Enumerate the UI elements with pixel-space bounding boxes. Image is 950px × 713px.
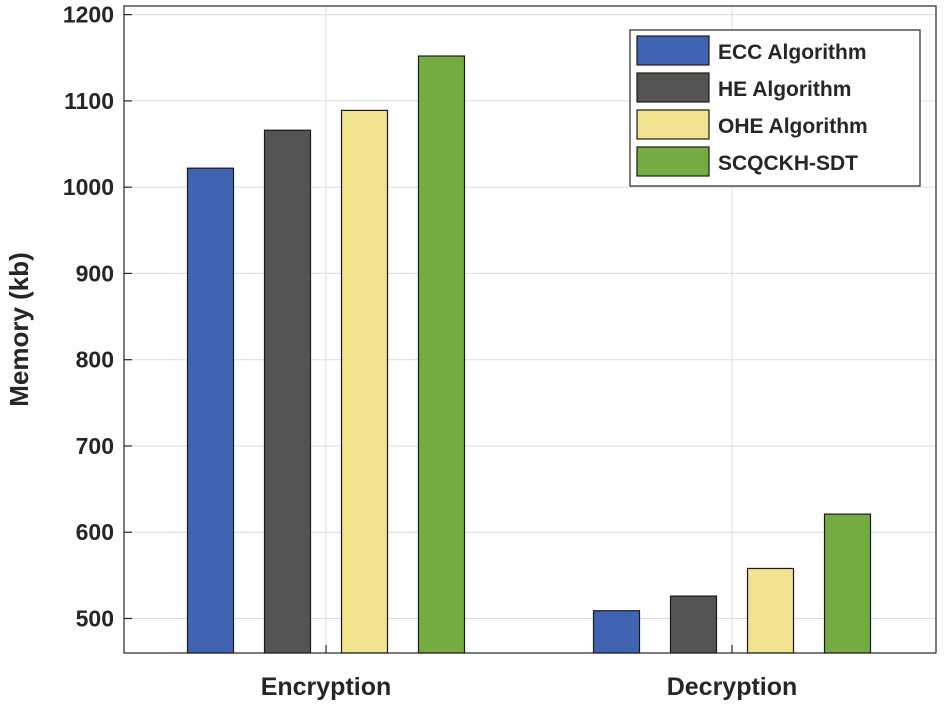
- bar-decryption-0: [592, 610, 641, 654]
- bar-decryption-1: [669, 595, 718, 654]
- y-tick-label: 600: [76, 519, 114, 545]
- legend-label: ECC Algorithm: [718, 41, 867, 64]
- bar-encryption-3: [417, 55, 466, 654]
- x-category-label: Decryption: [667, 673, 798, 701]
- y-tick-label: 500: [76, 605, 114, 631]
- legend-label: OHE Algorithm: [718, 115, 868, 138]
- y-tick-label: 800: [76, 347, 114, 373]
- y-tick-label: 1100: [64, 88, 114, 114]
- x-category-label: Encryption: [261, 673, 392, 701]
- legend-label: HE Algorithm: [718, 78, 851, 101]
- legend-swatch: [636, 35, 710, 66]
- legend-swatch: [636, 146, 710, 177]
- ticks: 500 600 700 800 900 1000 1100 1200 Encryption Dec…: [63, 2, 797, 701]
- plot-frame: [123, 5, 937, 654]
- legend-swatch: [636, 109, 710, 140]
- legend-swatch: [636, 72, 710, 103]
- bar-decryption-3: [823, 513, 872, 654]
- bars: [186, 55, 872, 654]
- bar-decryption-2: [746, 567, 795, 654]
- legend-label: SCQCKH-SDT: [718, 152, 858, 175]
- bar-encryption-0: [186, 167, 235, 654]
- y-tick-label: 900: [76, 260, 114, 286]
- legend: ECC Algorithm HE Algorithm OHE Algorithm SC…: [629, 29, 921, 187]
- y-tick-label: 1000: [63, 174, 114, 200]
- bar-encryption-1: [263, 129, 312, 654]
- y-tick-label: 1200: [63, 2, 114, 28]
- bar-encryption-2: [340, 109, 389, 654]
- y-axis-title: Memory (kb): [4, 252, 34, 407]
- y-tick-label: 700: [76, 433, 114, 459]
